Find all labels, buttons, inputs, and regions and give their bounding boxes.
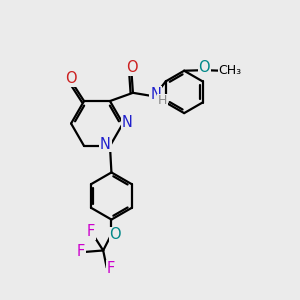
Text: F: F [87,224,95,239]
Text: CH₃: CH₃ [218,64,242,77]
Text: O: O [110,227,121,242]
Text: H: H [158,94,167,107]
Text: O: O [127,60,138,75]
Text: N: N [121,116,132,130]
Text: N: N [100,137,111,152]
Text: F: F [107,261,115,276]
Text: N: N [150,87,161,102]
Text: O: O [65,71,77,86]
Text: F: F [77,244,85,259]
Text: O: O [198,60,210,75]
